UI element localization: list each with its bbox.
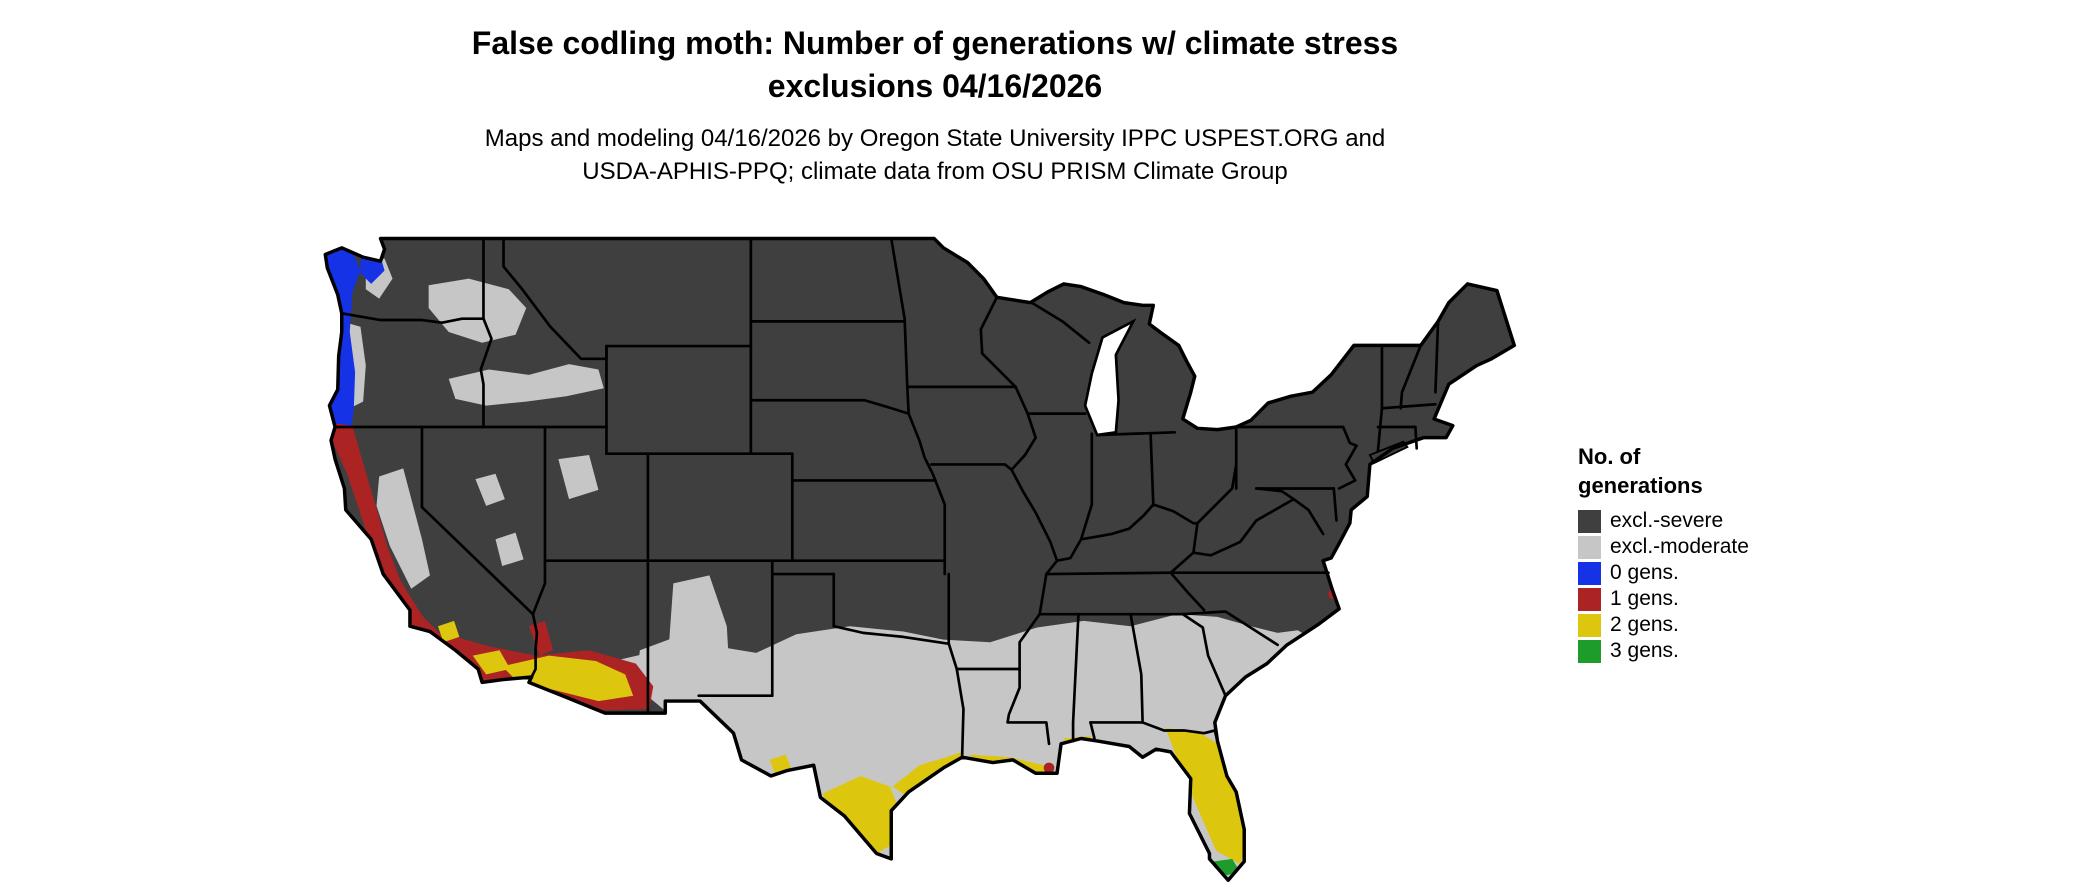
legend-item-excl-severe: excl.-severe [1578, 508, 1838, 534]
us-map [315, 225, 1525, 887]
legend-label-0-gens: 0 gens. [1610, 561, 1679, 584]
legend-label-2-gens: 2 gens. [1610, 613, 1679, 636]
legend-label-1-gens: 1 gens. [1610, 587, 1679, 610]
legend-item-excl-moderate: excl.-moderate [1578, 534, 1838, 560]
legend-swatch-excl-severe [1578, 509, 1601, 533]
map-subtitle: Maps and modeling 04/16/2026 by Oregon S… [0, 122, 1870, 188]
title-line-2: exclusions 04/16/2026 [767, 68, 1103, 104]
legend-title-line-1: No. of [1578, 444, 1641, 469]
legend-swatch-0-gens [1578, 561, 1601, 585]
state-borders [333, 237, 1440, 759]
map-title: False codling moth: Number of generation… [0, 22, 1870, 108]
legend-item-3-gens: 3 gens. [1578, 638, 1838, 664]
legend-swatch-excl-moderate [1578, 535, 1601, 559]
map-legend: No. of generations excl.-severe excl.-mo… [1578, 442, 1838, 664]
legend-swatch-3-gens [1578, 639, 1601, 663]
legend-swatch-2-gens [1578, 613, 1601, 637]
legend-item-1-gens: 1 gens. [1578, 586, 1838, 612]
legend-swatch-1-gens [1578, 587, 1601, 611]
legend-items: excl.-severe excl.-moderate 0 gens. 1 ge… [1578, 508, 1838, 664]
legend-title-line-2: generations [1578, 473, 1703, 498]
subtitle-line-1: Maps and modeling 04/16/2026 by Oregon S… [484, 125, 1386, 152]
legend-item-2-gens: 2 gens. [1578, 612, 1838, 638]
us-map-svg [323, 236, 1517, 882]
legend-label-3-gens: 3 gens. [1610, 639, 1679, 662]
legend-label-excl-severe: excl.-severe [1610, 509, 1724, 532]
legend-item-0-gens: 0 gens. [1578, 560, 1838, 586]
subtitle-line-2: USDA-APHIS-PPQ; climate data from OSU PR… [582, 158, 1288, 185]
title-line-1: False codling moth: Number of generation… [471, 25, 1399, 61]
legend-label-excl-moderate: excl.-moderate [1610, 535, 1749, 558]
